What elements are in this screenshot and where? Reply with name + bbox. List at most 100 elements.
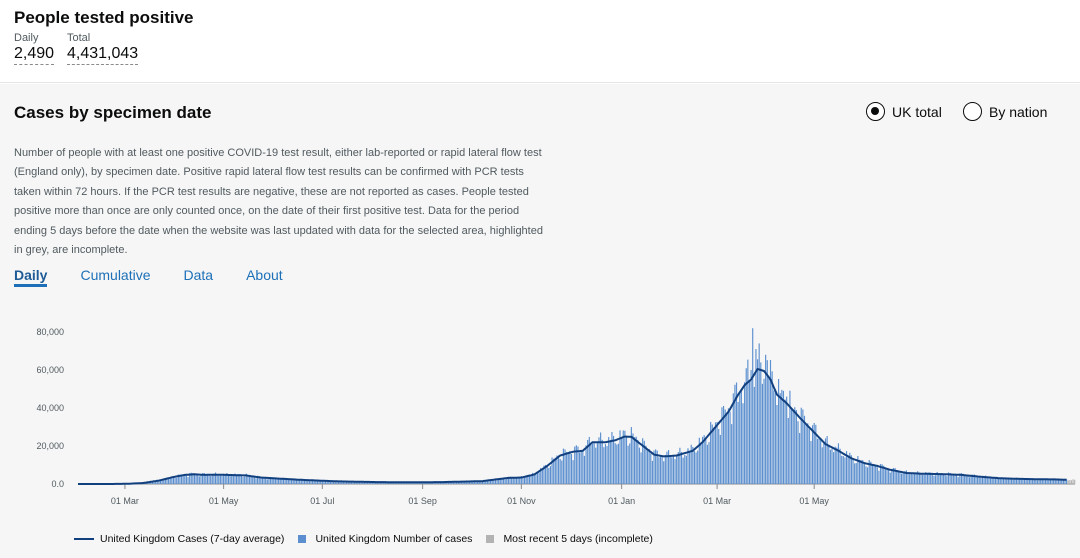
daily-bar (252, 476, 254, 484)
daily-bar (740, 390, 742, 484)
daily-bar (324, 480, 327, 484)
daily-bar (855, 463, 857, 484)
card-heading: Cases by specimen date (14, 103, 212, 122)
daily-bar (1046, 479, 1048, 484)
daily-bar (367, 481, 369, 484)
daily-bar (839, 448, 841, 484)
tab-about[interactable]: About (246, 267, 283, 283)
daily-bar (975, 476, 977, 484)
daily-bar (352, 481, 354, 484)
radio-unchecked-icon[interactable] (963, 102, 982, 121)
daily-bar (286, 479, 288, 484)
daily-bar (509, 476, 511, 484)
daily-bar (344, 481, 346, 484)
daily-bar (917, 471, 919, 484)
daily-bar (701, 436, 704, 484)
legend-incomplete-label: Most recent 5 days (incomplete) (503, 533, 653, 545)
daily-bar (845, 451, 848, 484)
daily-bar (305, 479, 307, 484)
daily-bar (595, 447, 597, 484)
chart-card: Cases by specimen date UK total By natio… (0, 84, 1080, 558)
daily-bar (706, 444, 708, 484)
daily-bar (561, 460, 563, 484)
daily-bar (850, 455, 852, 484)
daily-bar (962, 473, 964, 484)
incomplete-bar (1072, 479, 1074, 484)
radio-by-nation[interactable]: By nation (963, 102, 1047, 121)
x-tick-label: 01 May (209, 496, 239, 506)
daily-bar (475, 481, 477, 484)
tab-data[interactable]: Data (183, 267, 214, 283)
daily-bar (596, 441, 598, 484)
legend-item-cases: United Kingdom Number of cases (298, 533, 472, 545)
daily-bar (931, 473, 933, 484)
y-tick-label: 0.0 (51, 479, 64, 489)
daily-bar (972, 474, 974, 484)
daily-bar (954, 474, 956, 484)
daily-bar (870, 461, 872, 484)
daily-bar (674, 459, 676, 484)
daily-bar (488, 480, 490, 484)
daily-bar (739, 391, 741, 484)
daily-bar (816, 438, 819, 484)
daily-bar (258, 476, 260, 484)
daily-bar (604, 444, 607, 484)
daily-bar (786, 396, 788, 484)
daily-bar (250, 475, 252, 484)
daily-bar (687, 448, 689, 484)
metric-daily: Daily 2,490 (14, 32, 55, 65)
daily-bar (470, 481, 472, 484)
daily-bar (336, 480, 338, 484)
daily-bar (538, 472, 540, 484)
daily-bar (980, 477, 982, 484)
daily-bar (519, 476, 521, 484)
radio-uk-total[interactable]: UK total (866, 102, 942, 121)
tab-cumulative[interactable]: Cumulative (80, 267, 151, 283)
daily-bar (211, 474, 213, 484)
daily-bar (274, 478, 276, 484)
daily-bar (318, 480, 320, 484)
daily-bar (800, 407, 802, 484)
daily-bar (831, 448, 833, 484)
tab-daily[interactable]: Daily (14, 267, 48, 287)
daily-bar (365, 482, 367, 484)
daily-bar (273, 478, 275, 484)
daily-bar (939, 473, 941, 484)
daily-bar (231, 476, 233, 484)
daily-bar (955, 475, 958, 484)
daily-bar (883, 465, 885, 484)
metric-total-value[interactable]: 4,431,043 (67, 45, 139, 65)
daily-bar (155, 480, 157, 484)
daily-bar (480, 481, 482, 484)
daily-bar (302, 479, 304, 484)
daily-bar (873, 464, 875, 484)
daily-bar (551, 457, 553, 484)
daily-bar (967, 475, 969, 484)
daily-bar (585, 445, 587, 484)
daily-bar (993, 477, 995, 484)
daily-bar (363, 481, 365, 484)
daily-bar (491, 480, 493, 484)
daily-bar (172, 476, 175, 484)
daily-bar (515, 478, 518, 484)
daily-bar (960, 473, 963, 484)
daily-bar (1006, 478, 1008, 484)
daily-bar (795, 410, 797, 484)
metric-daily-value[interactable]: 2,490 (14, 45, 55, 65)
daily-bar (905, 470, 907, 484)
daily-bar (716, 421, 718, 484)
daily-bar (813, 422, 815, 484)
daily-bar (588, 436, 590, 484)
daily-bar (263, 477, 265, 484)
daily-bar (622, 430, 624, 484)
daily-bar (734, 384, 736, 484)
daily-bar (1051, 478, 1053, 484)
daily-bar (574, 446, 576, 484)
daily-bar (617, 443, 619, 484)
daily-bar (540, 467, 542, 484)
daily-bar (490, 479, 492, 484)
daily-bar (689, 451, 691, 484)
daily-bar (164, 479, 166, 484)
daily-bar (766, 360, 768, 484)
radio-checked-icon[interactable] (866, 102, 885, 121)
